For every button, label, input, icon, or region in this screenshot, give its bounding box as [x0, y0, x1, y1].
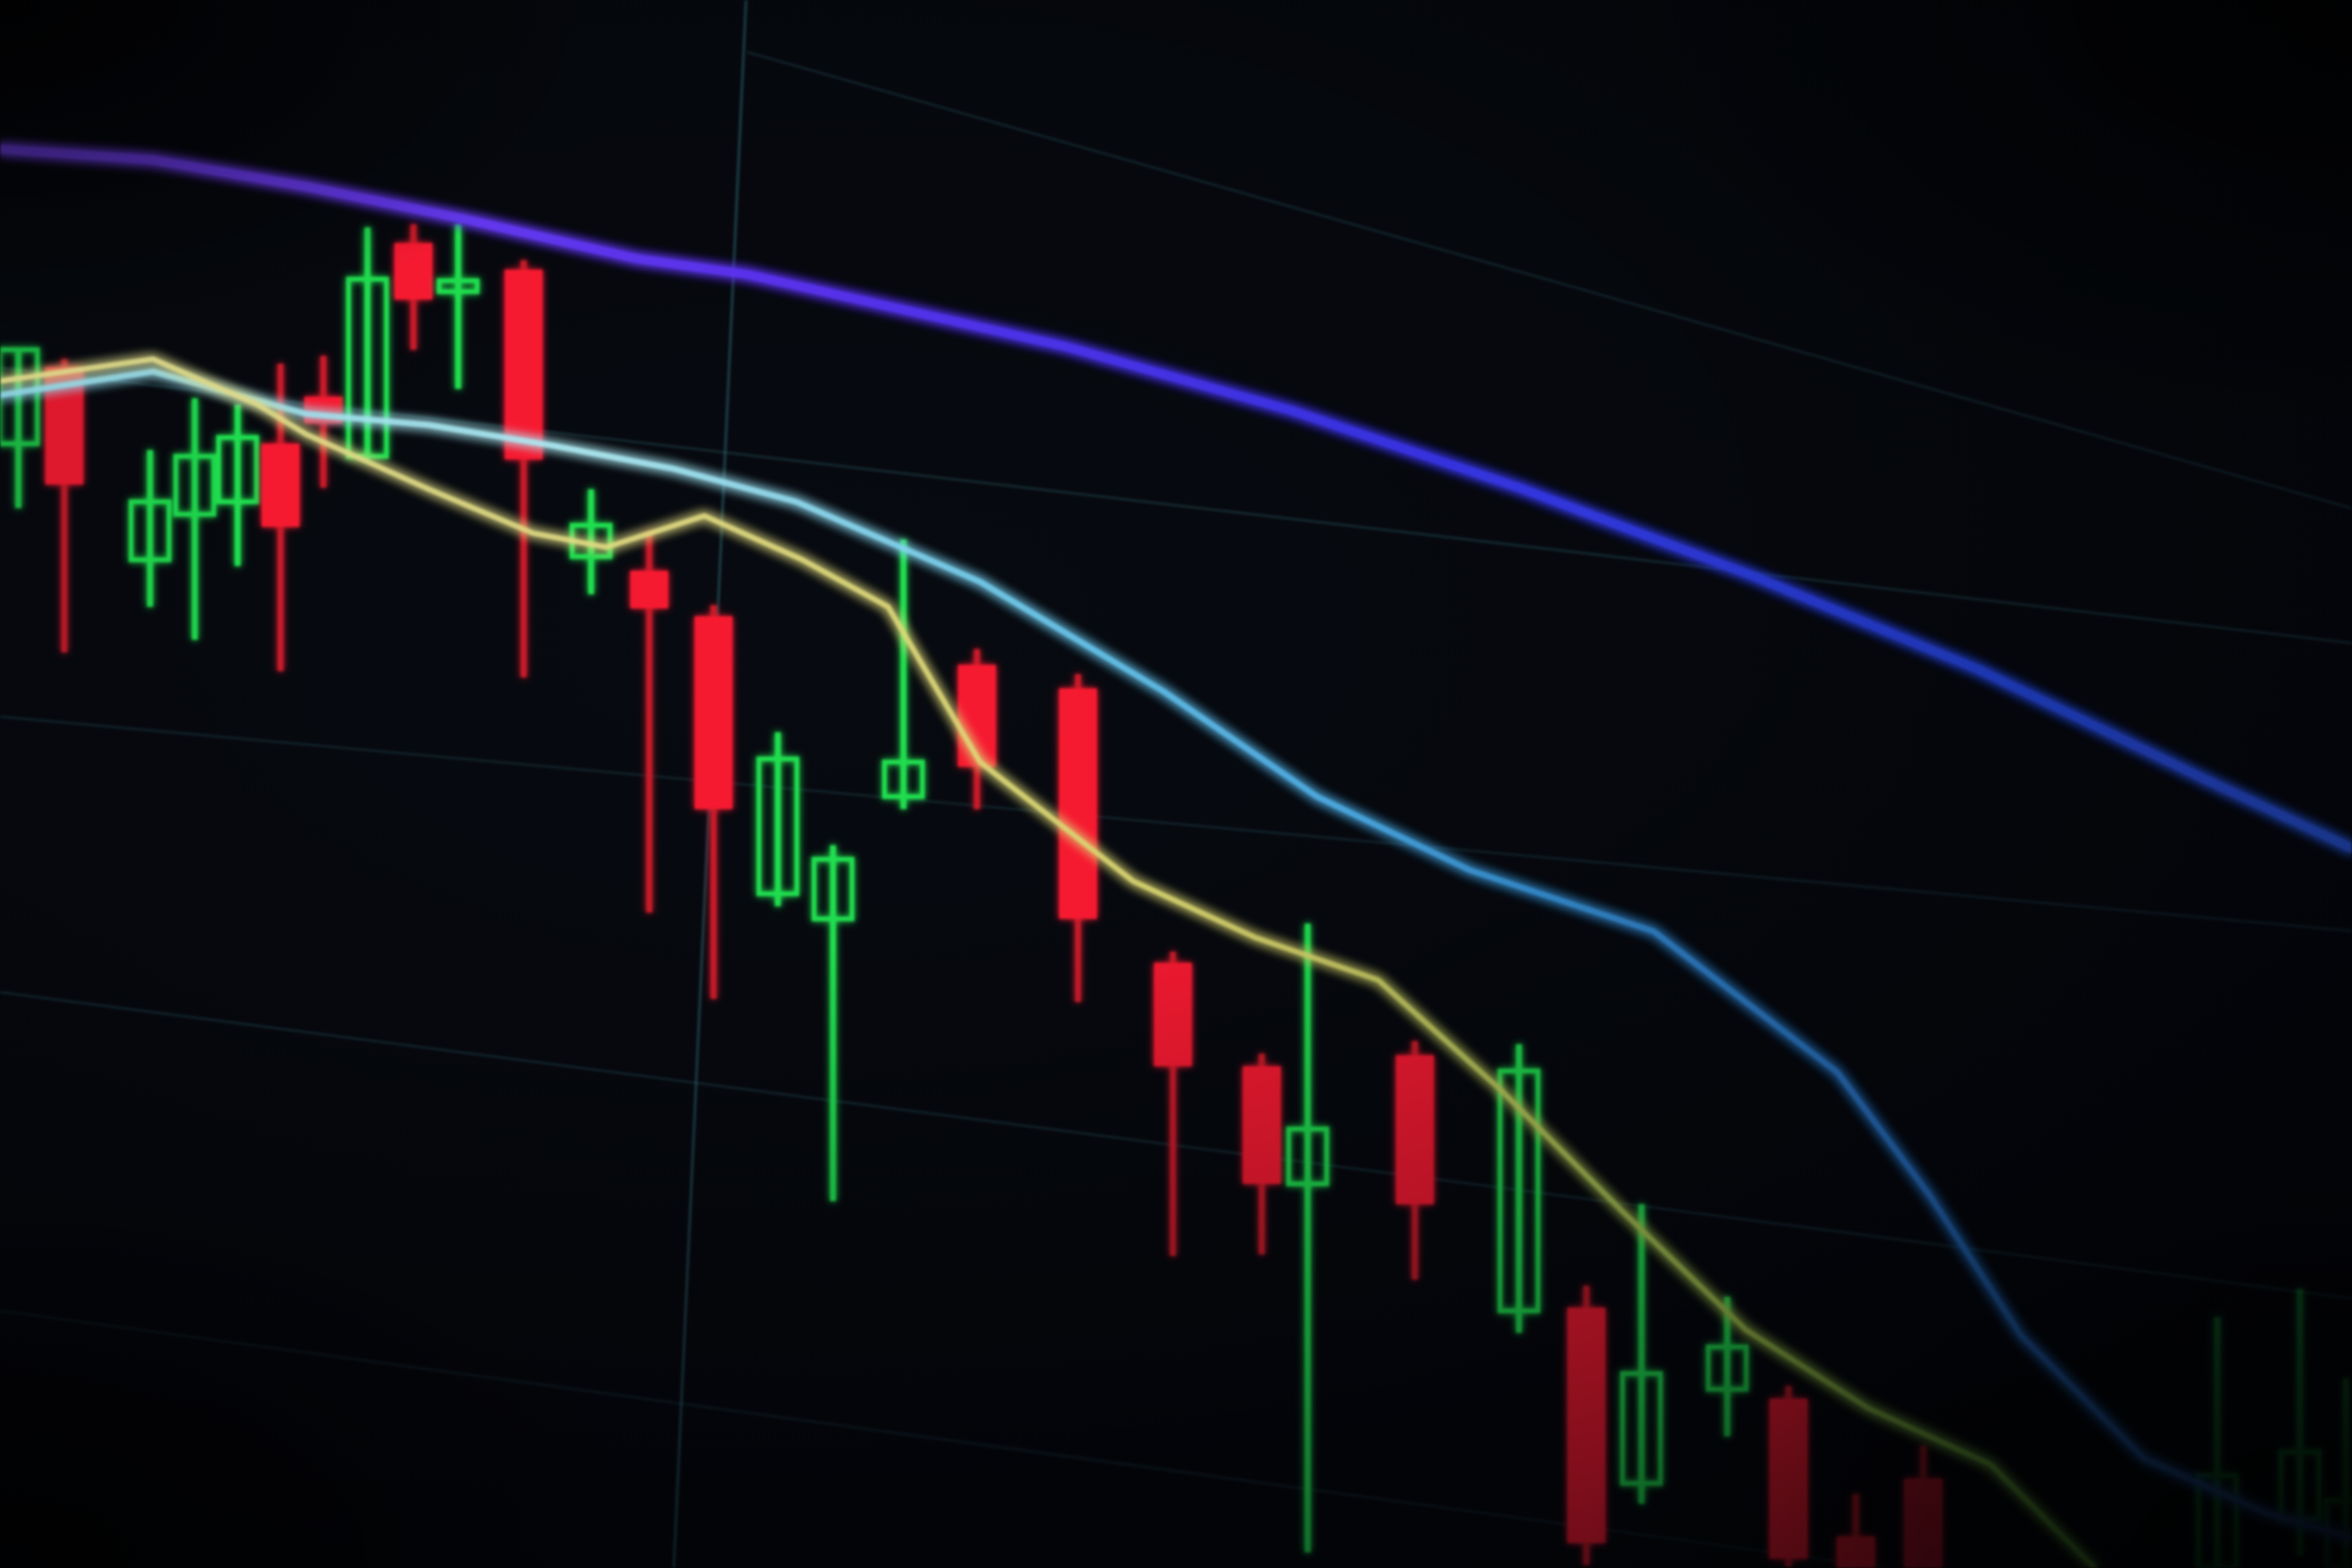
candle-16	[812, 845, 854, 1201]
down-candle-body	[1243, 1066, 1281, 1184]
candle-7	[304, 356, 342, 488]
candle-9	[394, 224, 432, 350]
candle-15	[756, 732, 799, 907]
down-candle-body	[262, 443, 300, 527]
candle-23	[1396, 1041, 1434, 1280]
candle-4	[173, 398, 216, 640]
down-candle-body	[1770, 1398, 1807, 1559]
down-candle-body	[1567, 1308, 1605, 1544]
candle-29	[1837, 1494, 1875, 1568]
candle-22	[1286, 923, 1329, 1553]
down-candle-body	[630, 570, 668, 609]
candle-17	[882, 539, 925, 809]
candle-2	[45, 359, 83, 652]
ma-slow-line	[0, 144, 2352, 853]
candle-14	[695, 605, 733, 999]
candle-26	[1620, 1204, 1663, 1504]
candle-32	[2278, 1289, 2321, 1556]
candle-1	[0, 347, 40, 508]
down-candle-body	[1904, 1479, 1942, 1568]
candle-27	[1706, 1297, 1749, 1436]
candle-13	[630, 531, 668, 913]
horizontal-grid-0	[747, 51, 2352, 510]
candle-20	[1154, 951, 1192, 1256]
down-candle-body	[394, 243, 432, 300]
down-candle-body	[1396, 1055, 1434, 1205]
ma-fast-line	[0, 356, 2098, 1568]
candle-30	[1904, 1446, 1942, 1568]
down-candle-body	[1837, 1536, 1875, 1568]
down-candle-body	[1059, 688, 1097, 919]
candle-layer	[0, 224, 2352, 1568]
candle-31	[2196, 1317, 2239, 1568]
candle-25	[1567, 1286, 1605, 1565]
candle-5	[216, 404, 259, 567]
down-candle-body	[1154, 962, 1192, 1066]
candle-28	[1770, 1386, 1807, 1567]
candle-8	[346, 227, 389, 460]
candle-21	[1243, 1054, 1281, 1254]
down-candle-body	[958, 665, 996, 767]
moving-average-layer	[0, 144, 2352, 1568]
candle-3	[129, 450, 172, 607]
candle-11	[505, 260, 543, 677]
candle-10	[437, 224, 480, 389]
down-candle-body	[505, 270, 543, 460]
down-candle-body	[695, 616, 733, 809]
